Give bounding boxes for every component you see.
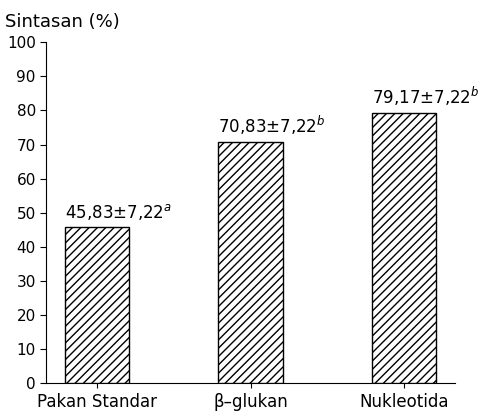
- Text: 70,83±7,22$^{b}$: 70,83±7,22$^{b}$: [218, 113, 326, 137]
- Text: Sintasan (%): Sintasan (%): [5, 13, 120, 31]
- Text: 45,83±7,22$^{a}$: 45,83±7,22$^{a}$: [65, 202, 172, 222]
- Bar: [218, 142, 283, 383]
- Text: 79,17±7,22$^{b}$: 79,17±7,22$^{b}$: [372, 85, 480, 108]
- Bar: [372, 113, 436, 383]
- Bar: [65, 227, 129, 383]
